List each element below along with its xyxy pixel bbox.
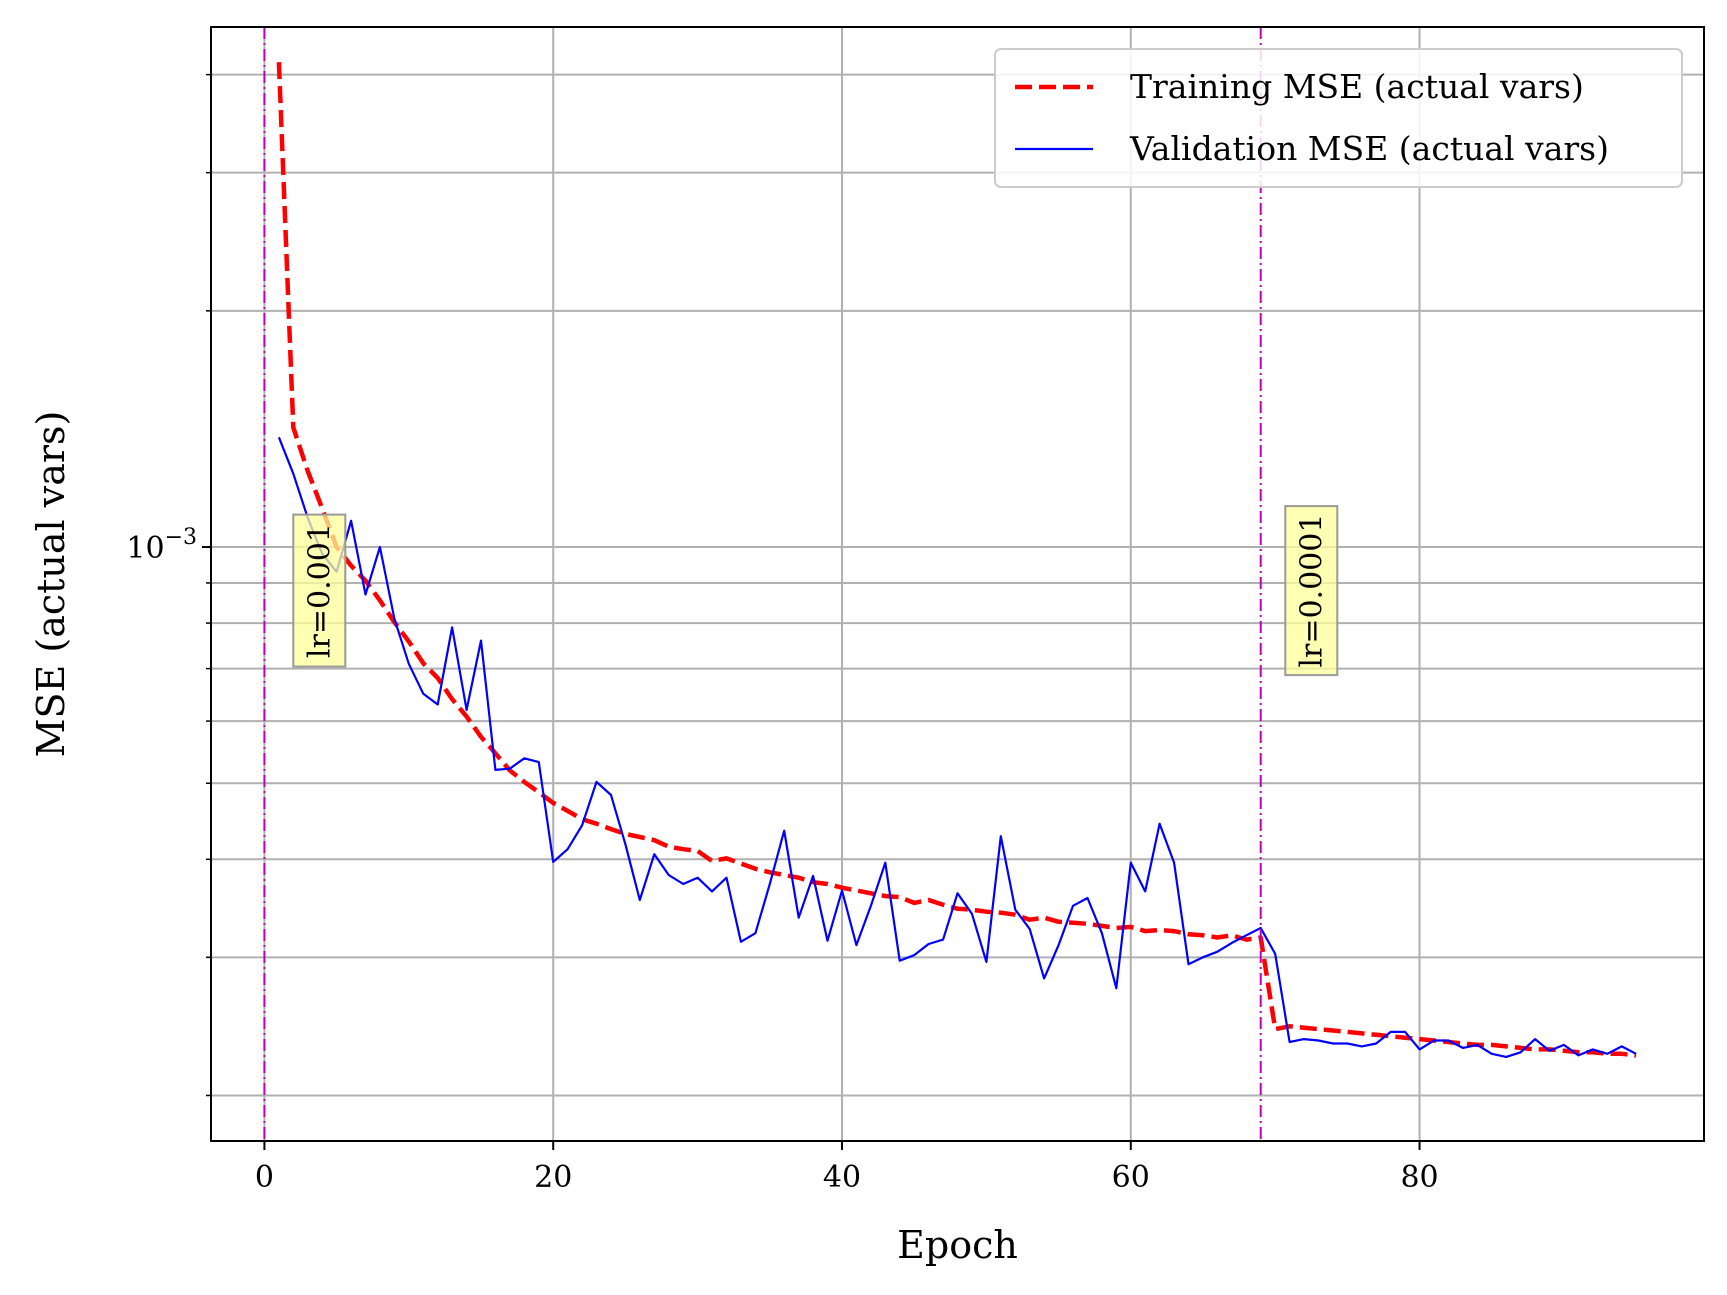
lr-change-lines	[263, 27, 1262, 1141]
legend-label-validation: Validation MSE (actual vars)	[1129, 129, 1609, 168]
x-tick-label: 20	[534, 1160, 572, 1195]
plot-frame	[210, 26, 1705, 1142]
annotation-box	[1284, 505, 1339, 677]
annotation-text: lr=0.001	[302, 523, 337, 658]
axis-ticks: 0 20 40 60 80 10−3	[126, 73, 1439, 1195]
legend: Training MSE (actual vars) Validation MSE…	[994, 48, 1683, 188]
x-tick-label: 40	[823, 1160, 861, 1195]
series-layer	[276, 62, 1637, 1059]
x-tick-label: 0	[255, 1160, 274, 1195]
x-tick-label: 60	[1112, 1160, 1150, 1195]
lr-annotation: lr=0.001	[292, 513, 347, 668]
y-axis-label: MSE (actual vars)	[29, 411, 73, 758]
x-axis-label: Epoch	[897, 1223, 1018, 1267]
grid	[211, 27, 1704, 1141]
lr-annotation: lr=0.0001	[1284, 505, 1339, 677]
legend-box	[994, 48, 1683, 188]
validation-mse-line	[277, 436, 1637, 1059]
x-tick-label: 80	[1400, 1160, 1438, 1195]
training-mse-line	[276, 62, 1637, 1058]
annotation-text: lr=0.0001	[1294, 514, 1329, 668]
legend-label-training: Training MSE (actual vars)	[1130, 67, 1584, 106]
annotation-box	[292, 513, 347, 668]
annotations: lr=0.001 lr=0.0001	[292, 505, 1339, 677]
y-tick-label: 10−3	[126, 525, 197, 566]
